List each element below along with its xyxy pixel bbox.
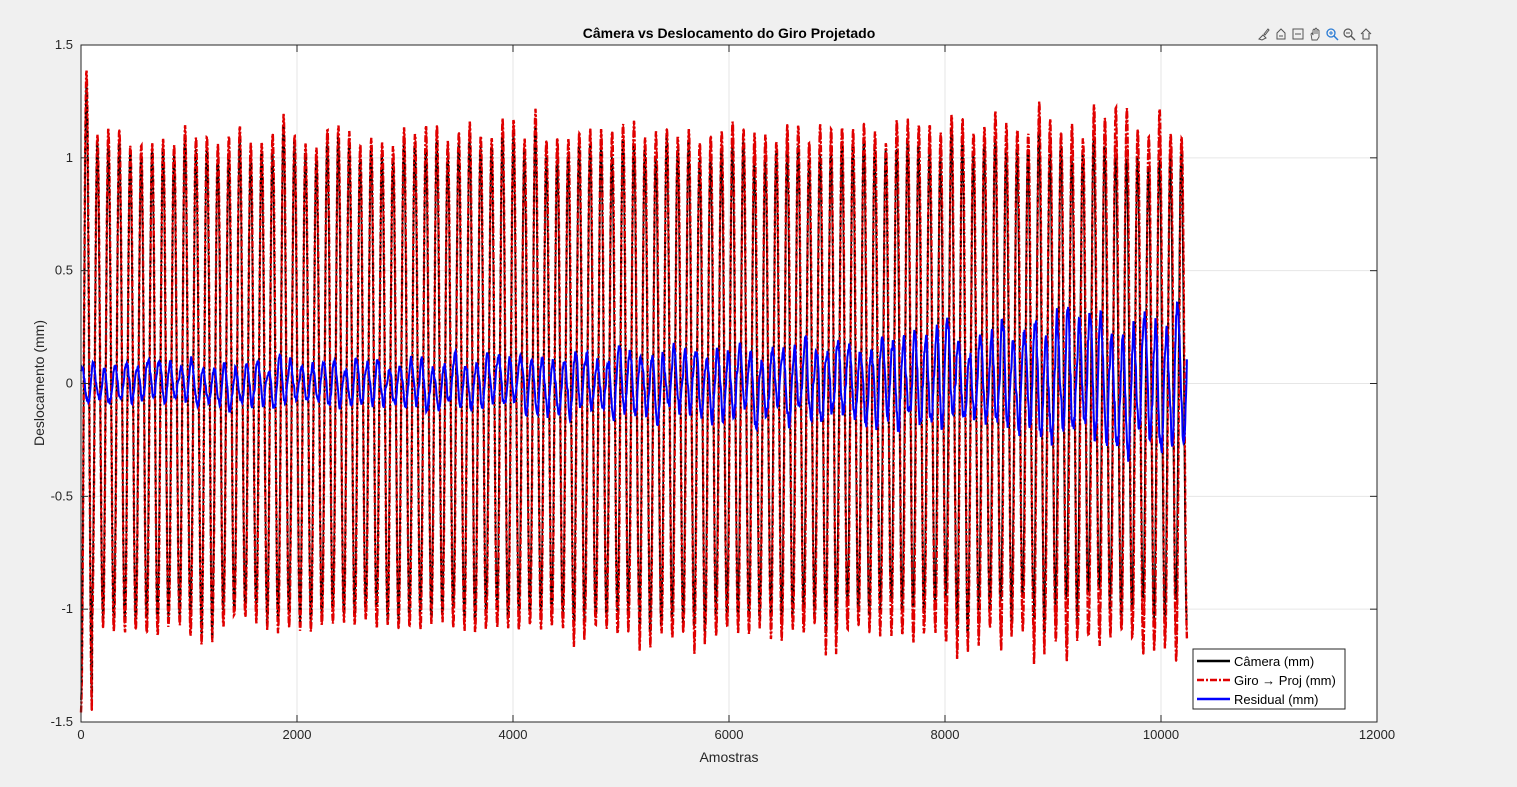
legend-label-camera: Câmera (mm): [1234, 654, 1314, 669]
x-axis-label: Amostras: [699, 749, 758, 765]
y-axis-label: Deslocamento (mm): [31, 320, 47, 446]
y-tick-label: 1: [66, 150, 73, 165]
legend: Câmera (mm) Giro → Proj (mm) Residual (m…: [1192, 648, 1346, 710]
legend-label-giro: Giro → Proj (mm): [1234, 673, 1336, 688]
y-tick-label: 0.5: [55, 263, 73, 278]
x-tick-label: 2000: [283, 727, 312, 742]
axis-ticks: 0 2000 4000 6000 8000 10000 12000 -1.5 -1 -0.5 0 0.…: [51, 37, 1395, 742]
y-tick-label: 0: [66, 376, 73, 391]
y-tick-label: -0.5: [51, 488, 73, 503]
x-tick-label: 8000: [931, 727, 960, 742]
x-tick-label: 10000: [1143, 727, 1179, 742]
axes-toolbar: [1256, 25, 1374, 43]
residual-series-line: [80, 301, 1188, 462]
export-icon[interactable]: [1290, 26, 1306, 42]
x-tick-label: 12000: [1359, 727, 1395, 742]
x-tick-label: 6000: [715, 727, 744, 742]
data-tips-icon[interactable]: [1273, 26, 1289, 42]
zoom-out-icon[interactable]: [1341, 26, 1357, 42]
giro-series-line-overlay: [80, 70, 1188, 713]
brush-icon[interactable]: [1256, 26, 1272, 42]
pan-hand-icon[interactable]: [1307, 26, 1323, 42]
x-tick-label: 4000: [499, 727, 528, 742]
x-tick-label: 0: [77, 727, 84, 742]
home-icon[interactable]: [1358, 26, 1374, 42]
plot-area: [79, 70, 1189, 713]
zoom-in-icon[interactable]: [1324, 26, 1340, 42]
y-tick-label: -1.5: [51, 714, 73, 729]
chart-title: Câmera vs Deslocamento do Giro Projetado: [583, 25, 876, 41]
legend-label-residual: Residual (mm): [1234, 692, 1319, 707]
y-tick-label: -1: [61, 601, 73, 616]
y-tick-label: 1.5: [55, 37, 73, 52]
